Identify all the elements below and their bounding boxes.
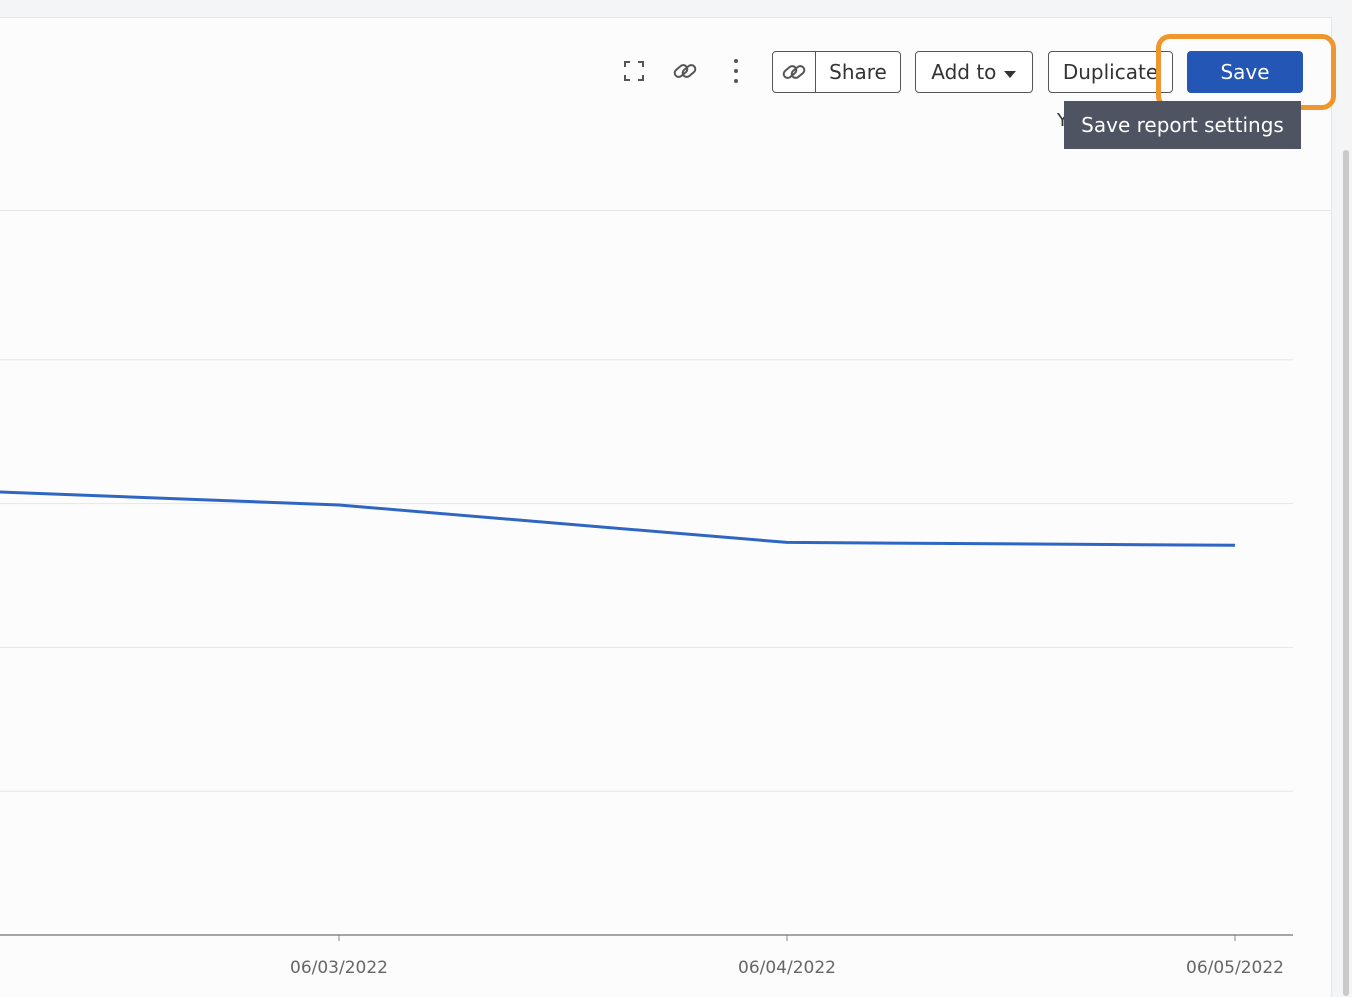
scrollbar[interactable] bbox=[1343, 150, 1349, 996]
x-tick-label: 06/04/2022 bbox=[738, 958, 836, 978]
tooltip: Save report settings bbox=[1064, 101, 1301, 149]
x-tick-label: 06/05/2022 bbox=[1186, 958, 1284, 978]
save-button[interactable]: Save bbox=[1187, 51, 1303, 93]
caret-icon bbox=[1003, 71, 1016, 78]
obscured-text: Y bbox=[1057, 110, 1068, 131]
more-icon[interactable] bbox=[734, 59, 738, 83]
button-label: Share bbox=[829, 60, 887, 84]
divider bbox=[0, 210, 1331, 211]
report-card bbox=[0, 17, 1332, 997]
link-icon bbox=[782, 52, 816, 92]
button-label: Duplicate bbox=[1062, 60, 1159, 84]
x-tick-label: 06/03/2022 bbox=[290, 958, 388, 978]
add-to-button[interactable]: Add to bbox=[915, 51, 1033, 93]
share-button[interactable]: Share bbox=[772, 51, 901, 93]
fullscreen-icon[interactable] bbox=[624, 61, 644, 81]
button-label: Add to bbox=[931, 60, 997, 84]
button-label: Save bbox=[1220, 60, 1270, 84]
link-icon[interactable] bbox=[673, 63, 697, 78]
toolbar-icons bbox=[624, 59, 738, 83]
duplicate-button[interactable]: Duplicate bbox=[1048, 51, 1173, 93]
data-line bbox=[0, 490, 1236, 547]
